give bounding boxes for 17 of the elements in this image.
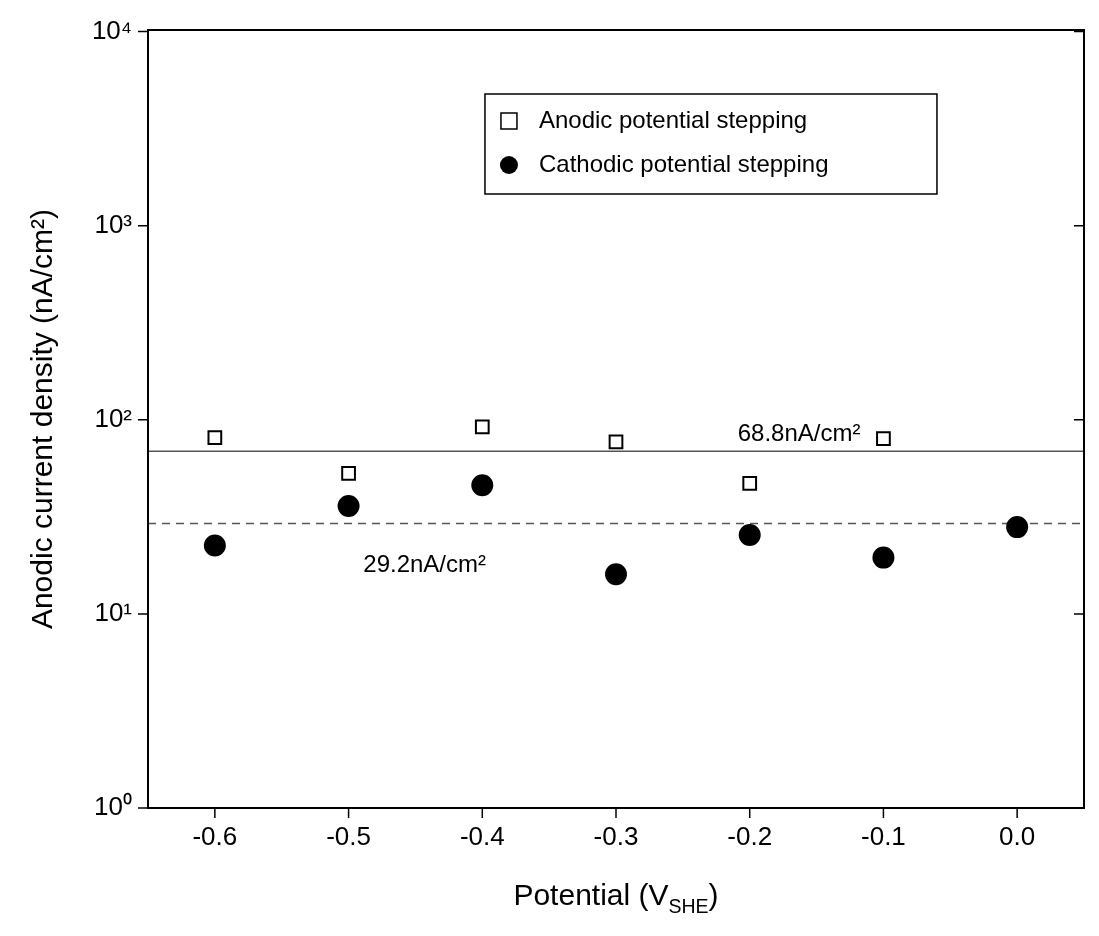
y-axis-title: Anodic current density (nA/cm²) — [25, 208, 58, 630]
y-tick-label: 10⁴ — [91, 14, 132, 45]
x-tick-label: -0.1 — [861, 820, 906, 851]
x-tick-label: -0.2 — [727, 820, 773, 851]
x-tick-label: -0.6 — [192, 820, 238, 851]
x-tick-label: -0.5 — [326, 820, 371, 851]
y-tick-label: 10² — [94, 402, 133, 433]
legend-label: Anodic potential stepping — [538, 105, 808, 133]
ref-line-label: 68.8nA/cm² — [737, 419, 861, 447]
x-tick-label: 0.0 — [999, 820, 1036, 851]
ref-line-label: 29.2nA/cm² — [363, 549, 487, 577]
y-tick-label: 10⁰ — [94, 791, 132, 822]
y-tick-label: 10¹ — [94, 597, 133, 628]
x-tick-label: -0.3 — [593, 820, 639, 851]
y-tick-label: 10³ — [94, 208, 133, 239]
legend-label: Cathodic potential stepping — [538, 149, 829, 177]
x-tick-label: -0.4 — [459, 820, 505, 851]
